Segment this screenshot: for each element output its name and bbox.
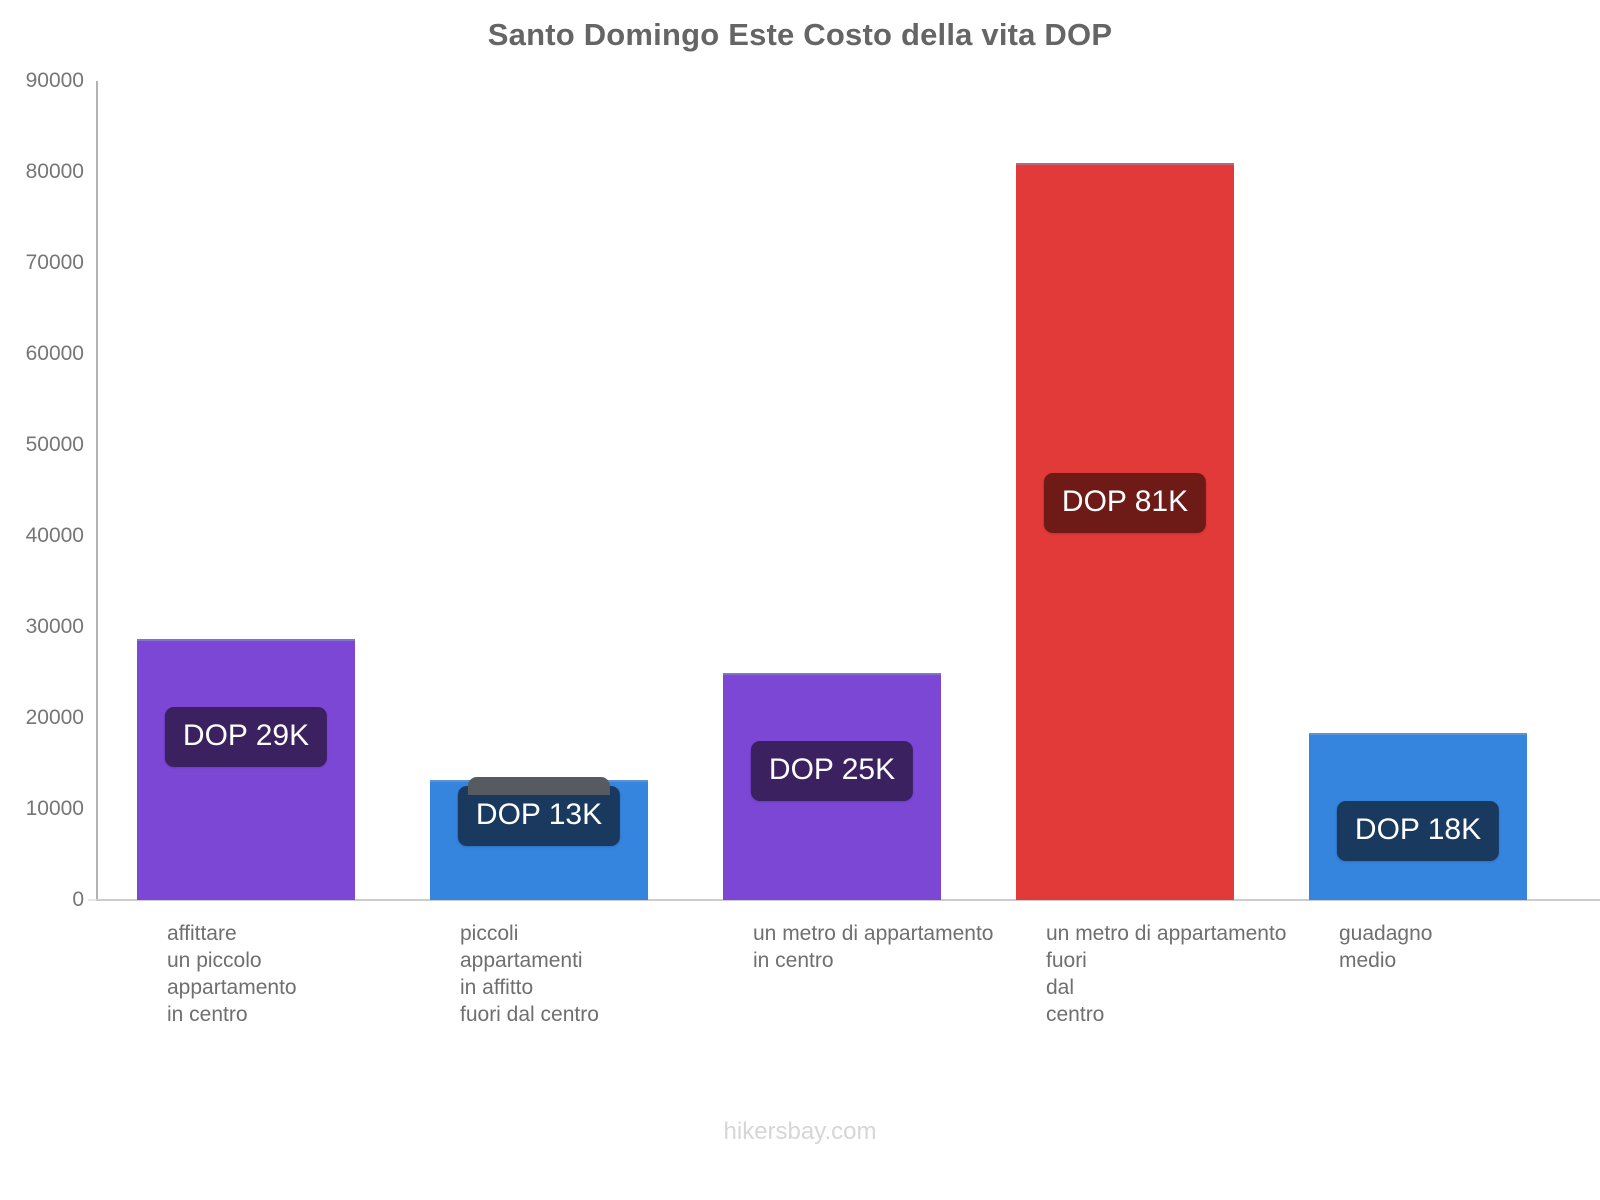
x-axis-label-line: piccoli xyxy=(460,922,519,945)
bar-value-badge: DOP 18K xyxy=(1336,801,1500,862)
y-tick-label: 0 xyxy=(72,888,84,911)
x-axis-label-line: fuori xyxy=(1046,949,1087,972)
footer-credit: hikersbay.com xyxy=(723,1118,877,1145)
page-title: Santo Domingo Este Costo della vita DOP xyxy=(487,17,1113,52)
y-tick-label: 40000 xyxy=(25,524,84,547)
x-axis-label-line: un metro di appartamento xyxy=(753,922,994,945)
y-tick-label: 20000 xyxy=(25,706,84,729)
x-axis-label: un metro di appartamento fuori dal centro xyxy=(1046,920,1286,1028)
x-axis-label: guadagno medio xyxy=(1339,920,1432,974)
y-tick-label: 90000 xyxy=(25,69,84,92)
y-tick-label: 30000 xyxy=(25,615,84,638)
y-tick-label: 80000 xyxy=(25,160,84,183)
x-axis-label-line: appartamenti xyxy=(460,949,583,972)
y-tick-label: 70000 xyxy=(25,251,84,274)
y-tick-mark xyxy=(88,899,98,901)
bar-value-badge: DOP 13K xyxy=(457,776,621,846)
x-axis-label-line: dal xyxy=(1046,976,1075,999)
x-axis-label-line: in centro xyxy=(753,949,834,972)
x-axis-label-line: in affitto xyxy=(460,976,534,999)
x-axis-label: piccoli appartamenti in affitto fuori dal c… xyxy=(460,920,599,1028)
bar-top-edge xyxy=(723,672,941,675)
x-axis-label-line: appartamento xyxy=(167,976,297,999)
x-axis-label-line: guadagno xyxy=(1339,922,1433,945)
x-axis-label: un metro di appartamento in centro xyxy=(753,920,993,974)
bar-top-edge xyxy=(1016,162,1234,165)
bar-top-edge xyxy=(1309,733,1527,736)
x-axis-label-line: fuori dal centro xyxy=(460,1003,599,1026)
y-tick-label: 60000 xyxy=(25,342,84,365)
y-tick-label: 50000 xyxy=(25,433,84,456)
x-axis-label: affittare un piccolo appartamento in centro xyxy=(167,920,297,1028)
x-axis-label-line: in centro xyxy=(167,1003,248,1026)
x-axis-label-line: un piccolo xyxy=(167,949,262,972)
x-axis-label-line: medio xyxy=(1339,949,1397,972)
y-axis-line xyxy=(96,81,98,900)
x-axis-line xyxy=(96,899,1600,901)
bar[interactable] xyxy=(137,638,355,900)
bar-value-badge: DOP 25K xyxy=(750,740,914,801)
x-axis-label-line: centro xyxy=(1046,1003,1105,1026)
y-tick-label: 10000 xyxy=(25,797,84,820)
bar-top-edge xyxy=(137,638,355,641)
bar-value-badge: DOP 29K xyxy=(164,706,328,767)
x-axis-label-line: affittare xyxy=(167,922,237,945)
bar-value-badge: DOP 81K xyxy=(1043,472,1207,533)
x-axis-label-line: un metro di appartamento xyxy=(1046,922,1287,945)
